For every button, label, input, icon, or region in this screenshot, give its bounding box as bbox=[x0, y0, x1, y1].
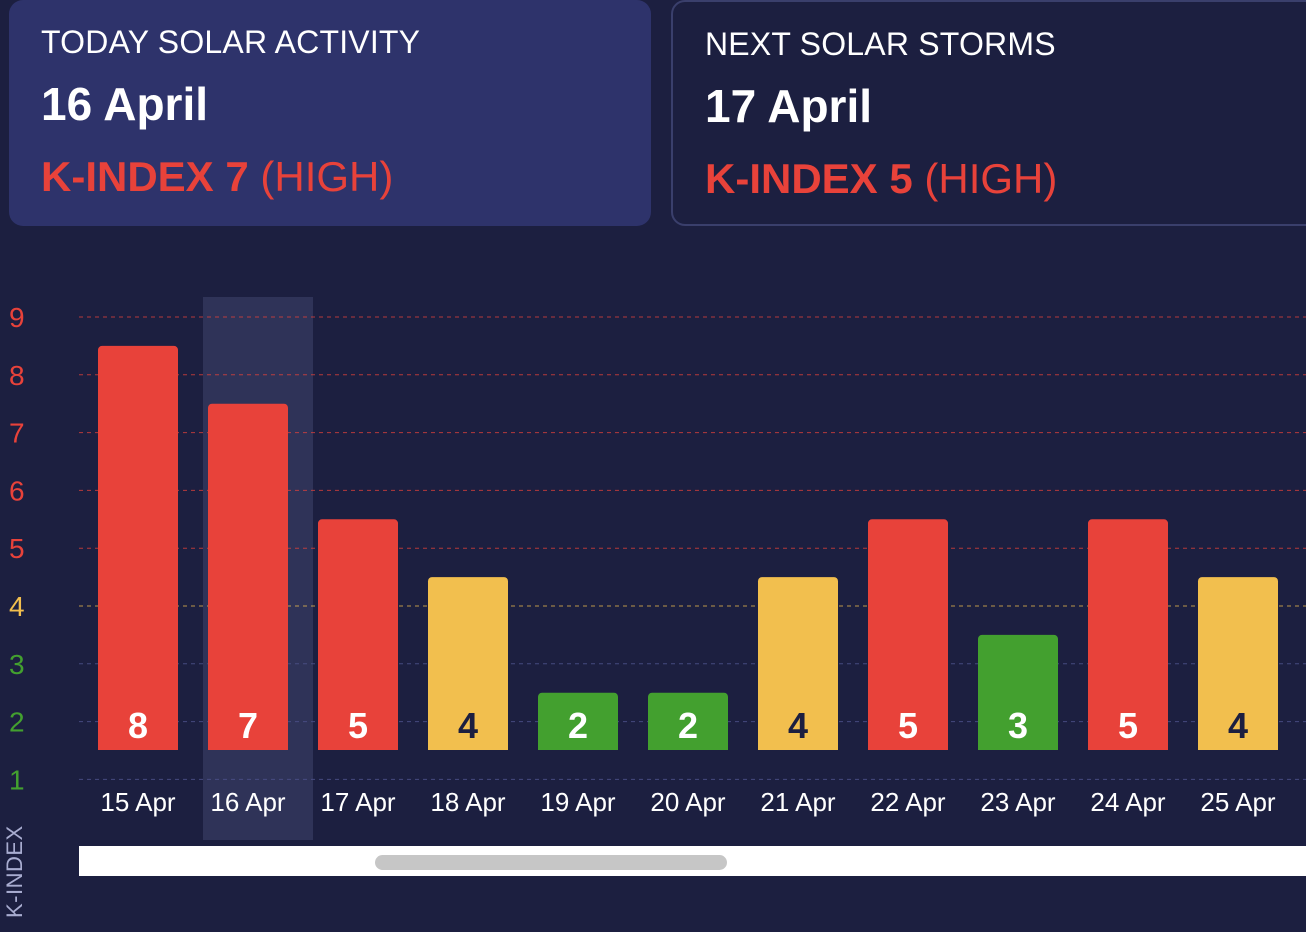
y-tick-label-8: 8 bbox=[9, 360, 25, 391]
bar-value-label: 5 bbox=[898, 705, 918, 746]
y-tick-label-9: 9 bbox=[9, 302, 25, 333]
x-tick-label: 21 Apr bbox=[760, 787, 836, 817]
bar-base-9 bbox=[1088, 744, 1168, 750]
y-tick-label-2: 2 bbox=[9, 707, 25, 738]
y-tick-label-7: 7 bbox=[9, 418, 25, 449]
bar-value-label: 3 bbox=[1008, 705, 1028, 746]
x-tick-label: 25 Apr bbox=[1200, 787, 1276, 817]
today-k-index-level: (HIGH) bbox=[260, 153, 394, 200]
bar-value-label: 4 bbox=[788, 705, 808, 746]
next-solar-storms-card[interactable]: NEXT SOLAR STORMS 17 April K-INDEX 5 (HI… bbox=[671, 0, 1306, 226]
bar-17-apr bbox=[318, 519, 398, 750]
bar-value-label: 2 bbox=[568, 705, 588, 746]
today-k-index: K-INDEX 7 (HIGH) bbox=[41, 153, 619, 201]
bar-22-apr bbox=[868, 519, 948, 750]
bar-value-label: 2 bbox=[678, 705, 698, 746]
y-axis-title: K-INDEX bbox=[2, 825, 27, 918]
chart-horizontal-scrollbar[interactable] bbox=[79, 846, 1306, 876]
next-caption: NEXT SOLAR STORMS bbox=[705, 26, 1056, 62]
x-tick-label: 15 Apr bbox=[100, 787, 176, 817]
x-tick-label: 17 Apr bbox=[320, 787, 396, 817]
bar-value-label: 4 bbox=[1228, 705, 1248, 746]
scrollbar-thumb[interactable] bbox=[375, 855, 727, 870]
y-tick-label-6: 6 bbox=[9, 475, 25, 506]
bar-value-label: 8 bbox=[128, 705, 148, 746]
x-tick-label: 16 Apr bbox=[210, 787, 286, 817]
bar-value-label: 5 bbox=[1118, 705, 1138, 746]
bar-value-label: 4 bbox=[458, 705, 478, 746]
bar-base-2 bbox=[318, 744, 398, 750]
bar-value-label: 7 bbox=[238, 705, 258, 746]
bar-base-7 bbox=[868, 744, 948, 750]
today-solar-activity-card: TODAY SOLAR ACTIVITY 16 April K-INDEX 7 … bbox=[9, 0, 651, 226]
bar-21-apr bbox=[758, 577, 838, 750]
next-date: 17 April bbox=[705, 80, 873, 132]
today-date: 16 April bbox=[41, 78, 209, 130]
x-tick-label: 22 Apr bbox=[870, 787, 946, 817]
bar-24-apr bbox=[1088, 519, 1168, 750]
y-tick-label-4: 4 bbox=[9, 591, 25, 622]
x-tick-label: 18 Apr bbox=[430, 787, 506, 817]
k-index-bar-chart: 1 2 3 4 5 6 7 8 9 8 15 Apr 7 16 Apr 5 17 Apr 4 18 Apr 2 19… bbox=[9, 297, 1306, 840]
bar-16-apr bbox=[208, 403, 288, 750]
bar-base-6 bbox=[758, 744, 838, 750]
bar-19-apr bbox=[538, 692, 618, 750]
next-k-index: K-INDEX 5 (HIGH) bbox=[705, 155, 1287, 203]
x-tick-label: 20 Apr bbox=[650, 787, 726, 817]
bar-base-3 bbox=[428, 744, 508, 750]
next-k-index-level: (HIGH) bbox=[924, 155, 1058, 202]
bar-18-apr bbox=[428, 577, 508, 750]
today-k-index-value: K-INDEX 7 bbox=[41, 153, 249, 200]
bar-value-label: 5 bbox=[348, 705, 368, 746]
bar-base-1 bbox=[208, 744, 288, 750]
bar-15-apr bbox=[98, 345, 178, 750]
y-tick-label-3: 3 bbox=[9, 649, 25, 680]
y-tick-label-5: 5 bbox=[9, 533, 25, 564]
x-tick-label: 19 Apr bbox=[540, 787, 616, 817]
today-caption: TODAY SOLAR ACTIVITY bbox=[41, 24, 421, 60]
bar-20-apr bbox=[648, 692, 728, 750]
bar-23-apr bbox=[978, 634, 1058, 750]
x-tick-label: 23 Apr bbox=[980, 787, 1056, 817]
bar-base-0 bbox=[98, 744, 178, 750]
bar-25-apr bbox=[1198, 577, 1278, 750]
next-k-index-value: K-INDEX 5 bbox=[705, 155, 913, 202]
bar-base-10 bbox=[1198, 744, 1278, 750]
bar-base-4 bbox=[538, 744, 618, 750]
x-tick-label: 24 Apr bbox=[1090, 787, 1166, 817]
bar-base-8 bbox=[978, 744, 1058, 750]
bar-base-5 bbox=[648, 744, 728, 750]
y-tick-label-1: 1 bbox=[9, 764, 25, 795]
